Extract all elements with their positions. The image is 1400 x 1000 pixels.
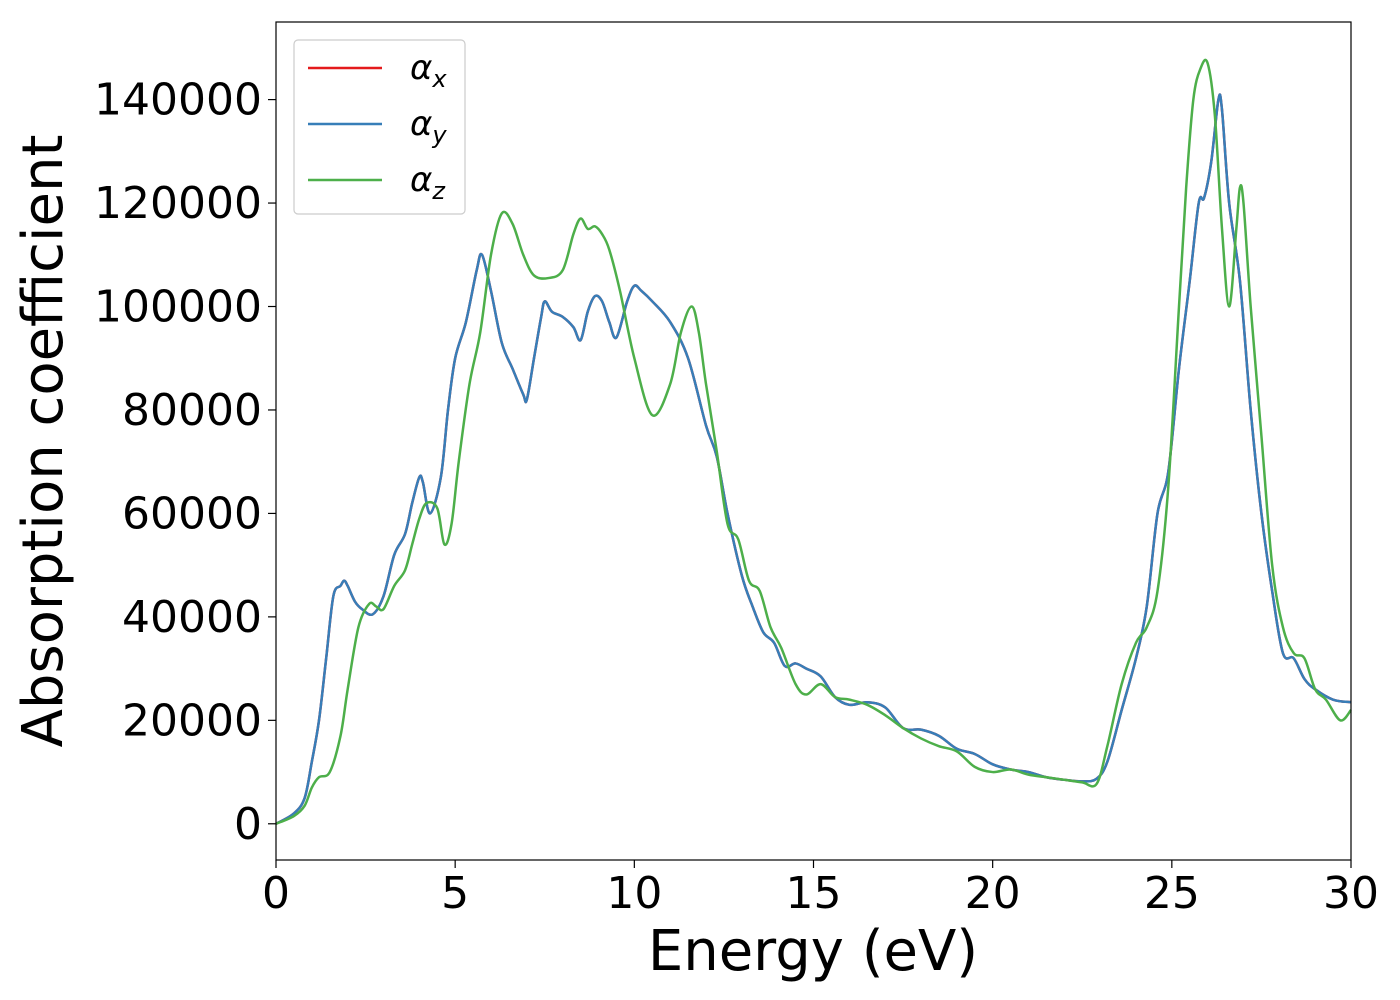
x-tick-label: 30 [1323, 868, 1379, 919]
legend-label-y: αy [410, 104, 447, 149]
y-tick-label: 140000 [94, 75, 262, 126]
y-tick-label: 120000 [94, 178, 262, 229]
x-tick-label: 20 [965, 868, 1021, 919]
x-tick-label: 0 [262, 868, 290, 919]
series-line-z [275, 58, 1352, 825]
x-axis-ticks: 0 5 10 15 20 25 30 [262, 860, 1379, 919]
legend-box [293, 39, 466, 215]
y-axis-title: Absorption coefficient [11, 135, 76, 748]
x-tick-label: 5 [441, 868, 469, 919]
x-tick-label: 15 [786, 868, 842, 919]
series-lines [275, 58, 1352, 825]
x-axis-title: Energy (eV) [648, 919, 978, 984]
x-tick-label: 25 [1144, 868, 1200, 919]
y-axis-ticks: 0 20000 40000 60000 80000 100000 120000 140000 [94, 75, 276, 850]
y-tick-label: 100000 [94, 282, 262, 333]
y-tick-label: 80000 [122, 385, 262, 436]
y-tick-label: 20000 [122, 695, 262, 746]
y-tick-label: 60000 [122, 488, 262, 539]
y-tick-label: 0 [234, 799, 262, 850]
x-tick-label: 10 [606, 868, 662, 919]
y-tick-label: 40000 [122, 592, 262, 643]
